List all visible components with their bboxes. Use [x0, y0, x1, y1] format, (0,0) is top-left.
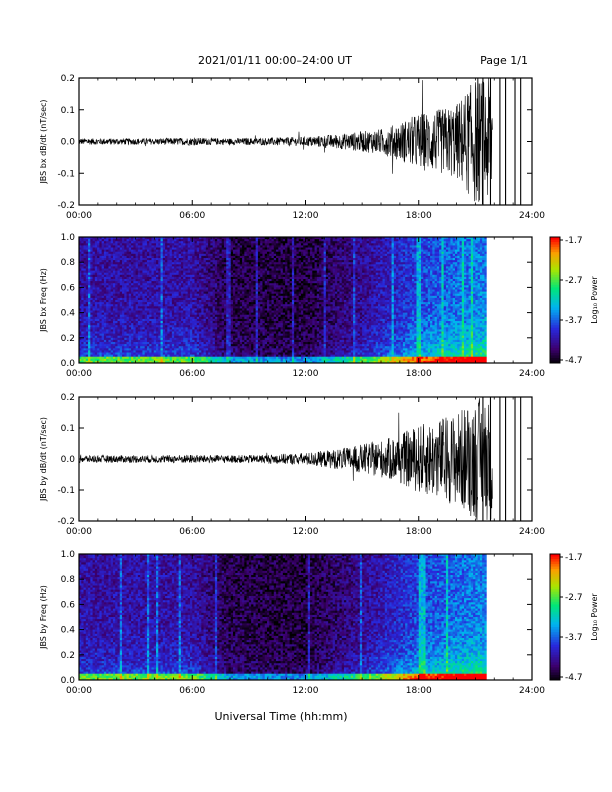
- y-tick-label: 0.2: [61, 74, 75, 84]
- y-axis-label: JBS bx dB/dt (nT/sec): [39, 99, 48, 184]
- heatmap-group-1: [79, 237, 532, 363]
- y-tick-label: -0.2: [57, 201, 75, 211]
- y-tick-label: -0.1: [57, 169, 75, 179]
- figure-title: 2021/01/11 00:00–24:00 UT: [198, 54, 352, 67]
- y-tick-label: 0.0: [61, 138, 76, 148]
- series-line: [79, 10, 492, 204]
- y-tick-label: 0.1: [61, 106, 75, 116]
- x-tick-label: 06:00: [179, 211, 205, 221]
- page-indicator: Page 1/1: [480, 54, 528, 67]
- x-tick-label: 24:00: [519, 211, 545, 221]
- series-line-group-0: [79, 10, 521, 205]
- x-tick-label: 12:00: [293, 211, 319, 221]
- x-tick-label: 00:00: [66, 211, 92, 221]
- x-tick-label: 18:00: [406, 211, 432, 221]
